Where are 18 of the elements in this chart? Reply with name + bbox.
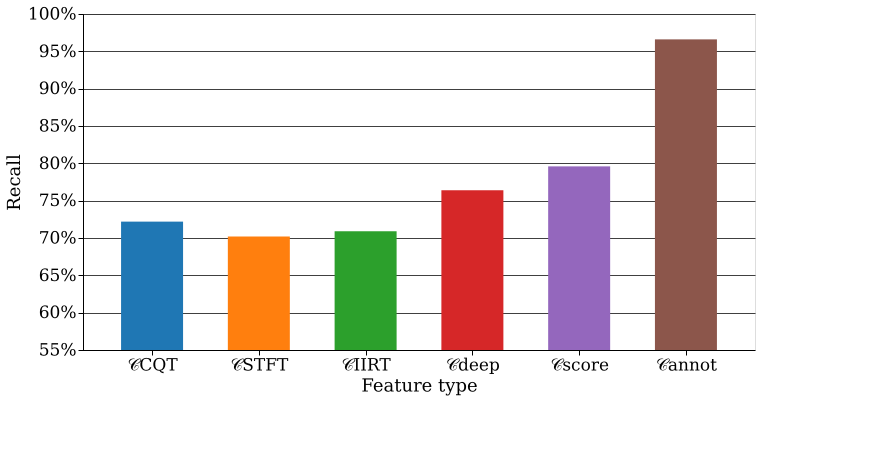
y-tick-label: 70% (38, 228, 76, 248)
x-tick-label: 𝒞annot (656, 356, 718, 376)
y-tick-label: 65% (38, 266, 76, 286)
y-tick-label: 80% (38, 154, 76, 174)
y-tick-label: 85% (38, 116, 76, 136)
x-tick-label: 𝒞deep (446, 356, 500, 376)
y-axis-title: Recall (4, 154, 25, 211)
y-tick-label: 75% (38, 191, 76, 212)
x-tick-label: 𝒞IIRT (341, 356, 392, 376)
y-tick-label: 55% (38, 340, 76, 360)
y-tick-label: 90% (38, 79, 76, 100)
y-tick-label: 60% (38, 303, 76, 324)
x-axis-title: Feature type (361, 376, 478, 396)
y-tick-label: 95% (38, 42, 76, 62)
x-tick-label: 𝒞STFT (230, 356, 290, 376)
x-tick-label: 𝒞CQT (127, 356, 178, 376)
y-tick-label: 100% (28, 4, 76, 24)
x-tick-label: 𝒞score (550, 356, 609, 376)
